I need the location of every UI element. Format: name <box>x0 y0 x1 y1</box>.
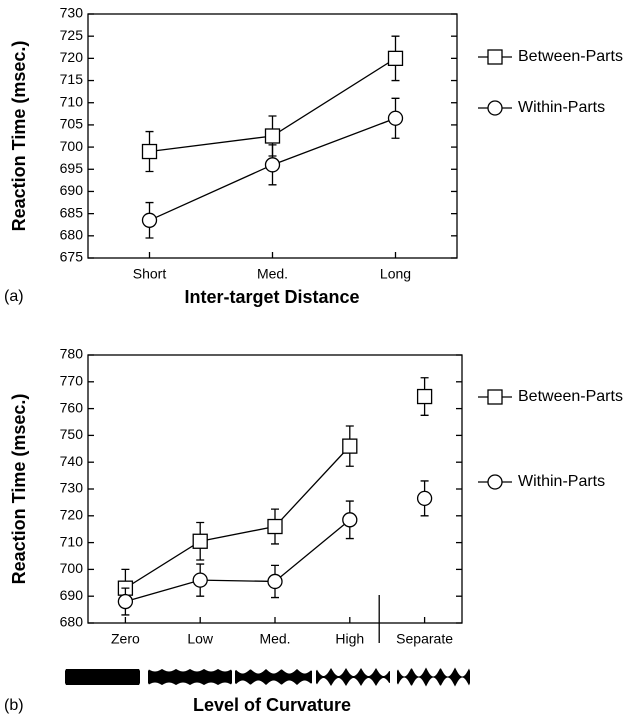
curvature-icon <box>65 669 140 685</box>
axis-title: Level of Curvature <box>193 695 351 715</box>
data-point <box>342 512 358 528</box>
panel-label: (a) <box>4 288 24 305</box>
legend-marker <box>487 49 503 65</box>
curvature-icon <box>148 669 232 685</box>
curvature-icon <box>235 669 312 685</box>
legend-text: Within-Parts <box>518 99 605 116</box>
x-tick-label: High <box>335 631 364 647</box>
data-point <box>264 128 281 144</box>
y-tick-label: 680 <box>60 614 84 630</box>
legend-text: Between-Parts <box>518 388 623 405</box>
legend-marker <box>487 389 503 405</box>
legend-marker <box>487 100 503 116</box>
y-tick-label: 685 <box>60 204 84 220</box>
y-tick-label: 690 <box>60 587 84 603</box>
data-point <box>264 157 281 173</box>
y-tick-label: 760 <box>60 399 84 415</box>
data-point <box>117 593 134 610</box>
y-tick-label: 675 <box>60 249 84 265</box>
x-tick-label: Low <box>187 631 214 647</box>
y-tick-label: 710 <box>60 533 84 549</box>
y-tick-label: 720 <box>60 49 84 65</box>
x-tick-label: Med. <box>259 631 290 647</box>
legend-text: Between-Parts <box>518 48 623 65</box>
y-tick-label: 710 <box>60 93 84 109</box>
axis-title: Reaction Time (msec.) <box>9 41 29 232</box>
data-point <box>416 490 433 507</box>
y-tick-label: 780 <box>60 346 84 362</box>
data-point <box>141 212 158 228</box>
legend-marker <box>487 474 503 490</box>
data-point <box>387 110 404 126</box>
data-point <box>387 50 404 67</box>
data-point <box>141 143 158 160</box>
series-line <box>125 445 351 589</box>
axis-title: Reaction Time (msec.) <box>9 394 29 585</box>
y-tick-label: 705 <box>60 116 84 132</box>
x-tick-label: Separate <box>396 631 453 647</box>
x-tick-label: Short <box>133 266 167 282</box>
data-point <box>267 518 283 535</box>
legend-text: Within-Parts <box>518 473 605 490</box>
y-tick-label: 740 <box>60 453 84 469</box>
y-tick-label: 725 <box>60 27 84 43</box>
y-tick-label: 720 <box>60 507 84 523</box>
y-tick-label: 680 <box>60 227 84 243</box>
axis-title: Inter-target Distance <box>184 287 359 307</box>
x-tick-label: Med. <box>257 266 288 282</box>
x-tick-label: Long <box>380 266 411 282</box>
data-point <box>416 388 433 405</box>
y-tick-label: 695 <box>60 160 84 176</box>
x-tick-label: Zero <box>111 631 140 647</box>
y-tick-label: 770 <box>60 373 84 389</box>
y-tick-label: 715 <box>60 71 84 87</box>
y-tick-label: 750 <box>60 426 84 442</box>
series-line <box>125 519 351 603</box>
data-point <box>192 533 208 549</box>
data-point <box>192 572 208 588</box>
y-tick-label: 700 <box>60 138 84 154</box>
y-tick-label: 730 <box>60 480 84 496</box>
data-point <box>342 438 358 454</box>
panel-label: (b) <box>4 697 24 714</box>
y-tick-label: 730 <box>60 5 84 21</box>
data-point <box>267 573 283 590</box>
curvature-icon <box>397 667 470 687</box>
y-tick-label: 700 <box>60 560 84 576</box>
curvature-icon <box>316 668 390 686</box>
y-tick-label: 690 <box>60 182 84 198</box>
